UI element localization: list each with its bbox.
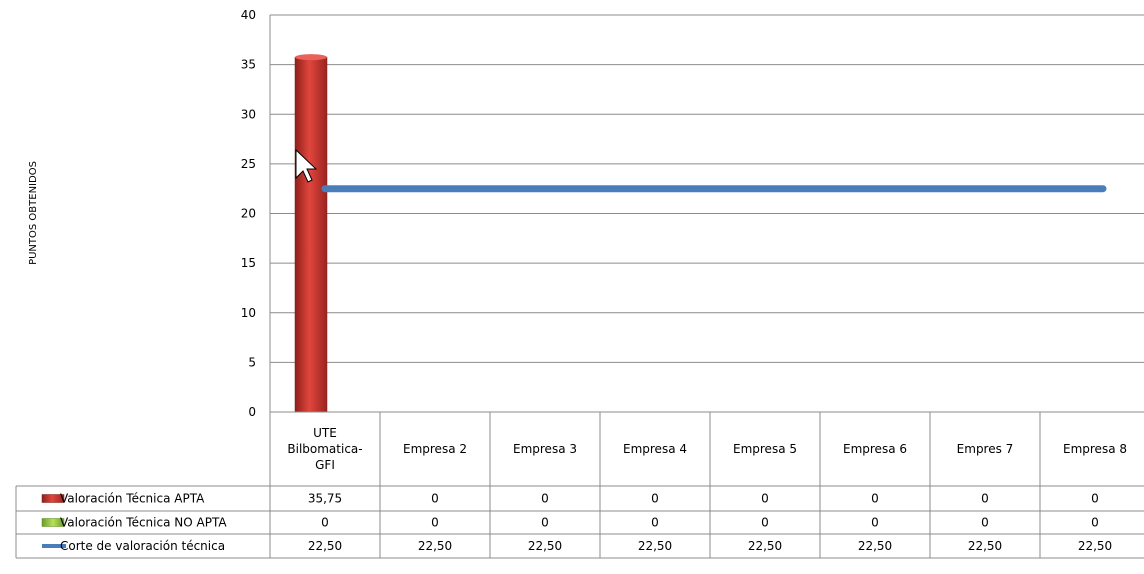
y-tick-label: 0: [248, 405, 256, 419]
data-label: 0: [431, 492, 439, 506]
category-label: Empresa 5: [733, 442, 797, 456]
data-label: 0: [431, 516, 439, 530]
bar-top: [295, 54, 327, 60]
y-tick-label: 35: [241, 58, 256, 72]
data-label: 0: [541, 492, 549, 506]
series-name: Valoración Técnica NO APTA: [60, 516, 227, 530]
data-label: 22,50: [418, 539, 452, 553]
data-label: 0: [761, 516, 769, 530]
data-label: 22,50: [858, 539, 892, 553]
series-name: Corte de valoración técnica: [60, 539, 225, 553]
data-label: 0: [981, 492, 989, 506]
data-label: 0: [871, 492, 879, 506]
data-label: 22,50: [1078, 539, 1112, 553]
category-label: Empresa 4: [623, 442, 687, 456]
data-label: 22,50: [748, 539, 782, 553]
data-label: 0: [541, 516, 549, 530]
data-label: 0: [761, 492, 769, 506]
bar: [295, 57, 327, 412]
data-label: 22,50: [638, 539, 672, 553]
data-label: 22,50: [528, 539, 562, 553]
data-label: 35,75: [308, 492, 342, 506]
category-label: Empresa 8: [1063, 442, 1127, 456]
category-label: GFI: [315, 458, 335, 472]
data-label: 0: [871, 516, 879, 530]
y-axis-title: PUNTOS OBTENIDOS: [28, 161, 39, 265]
y-tick-label: 20: [241, 207, 256, 221]
y-tick-label: 5: [248, 355, 256, 369]
data-label: 0: [321, 516, 329, 530]
y-tick-label: 10: [241, 306, 256, 320]
category-label: Bilbomatica-: [287, 442, 362, 456]
data-label: 22,50: [308, 539, 342, 553]
data-label: 0: [651, 492, 659, 506]
category-label: Empresa 3: [513, 442, 577, 456]
y-tick-label: 15: [241, 256, 256, 270]
category-label: Empres 7: [957, 442, 1014, 456]
y-tick-label: 30: [241, 107, 256, 121]
data-label: 0: [1091, 516, 1099, 530]
category-label: UTE: [313, 426, 337, 440]
data-label: 0: [1091, 492, 1099, 506]
y-tick-label: 25: [241, 157, 256, 171]
data-label: 22,50: [968, 539, 1002, 553]
series-name: Valoración Técnica APTA: [60, 492, 205, 506]
category-label: Empresa 2: [403, 442, 467, 456]
data-label: 0: [651, 516, 659, 530]
y-tick-label: 40: [241, 8, 256, 22]
data-label: 0: [981, 516, 989, 530]
category-label: Empresa 6: [843, 442, 907, 456]
